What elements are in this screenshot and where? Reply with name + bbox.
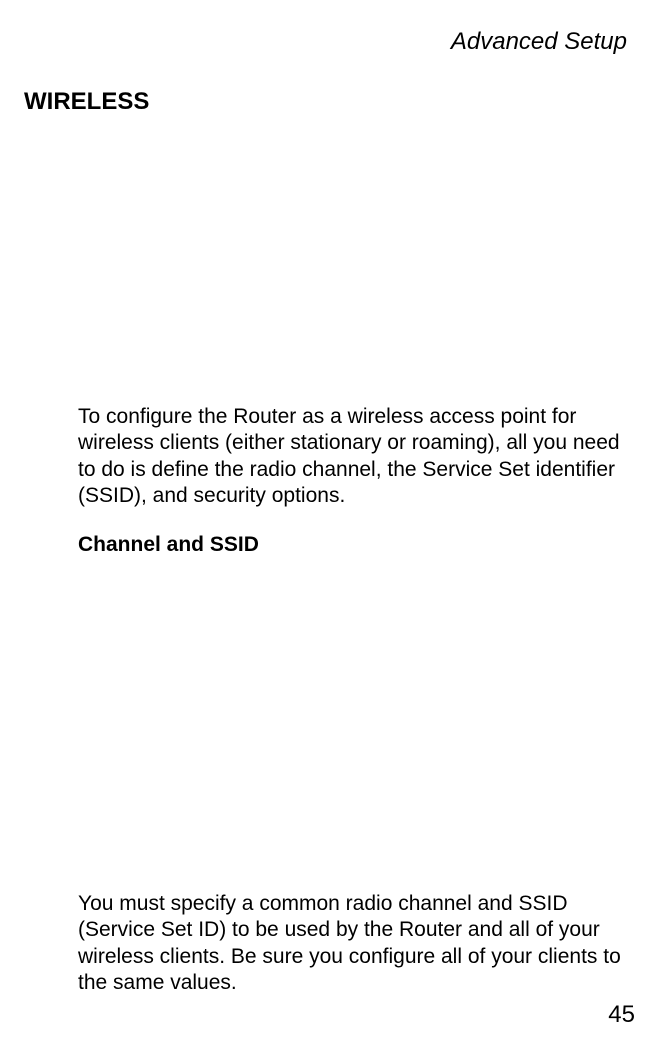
page-header-title: Advanced Setup bbox=[20, 28, 627, 56]
page-number: 45 bbox=[608, 1001, 635, 1029]
page-container: Advanced Setup WIRELESS To configure the… bbox=[0, 0, 655, 1047]
paragraph-channel-ssid: You must specify a common radio channel … bbox=[78, 891, 625, 996]
section-heading-wireless: WIRELESS bbox=[24, 88, 635, 116]
paragraph-intro: To configure the Router as a wireless ac… bbox=[78, 404, 625, 509]
body-block: To configure the Router as a wireless ac… bbox=[78, 404, 625, 996]
subheading-channel-ssid: Channel and SSID bbox=[78, 533, 625, 557]
